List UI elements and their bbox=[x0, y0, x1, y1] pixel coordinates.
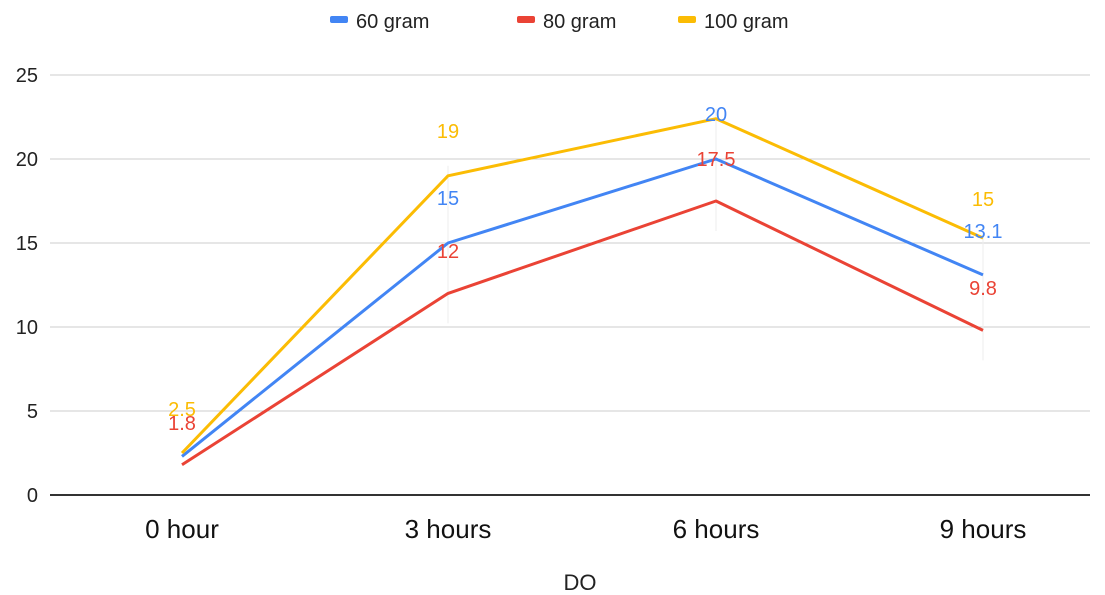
data-label: 12 bbox=[437, 241, 459, 263]
y-tick-label: 20 bbox=[16, 149, 38, 171]
x-tick-label: 9 hours bbox=[940, 514, 1027, 544]
legend-swatch bbox=[517, 16, 535, 23]
series-line bbox=[180, 117, 984, 455]
data-label: 15 bbox=[972, 189, 994, 211]
x-axis-title: DO bbox=[564, 570, 597, 595]
y-tick-label: 0 bbox=[27, 485, 38, 507]
gridlines bbox=[50, 74, 1090, 496]
data-label: 9.8 bbox=[969, 278, 997, 300]
data-label: 13.1 bbox=[964, 221, 1003, 243]
data-labels: 15 20 13.1 1.8 12 17.5 9.8 2.5 19 15 bbox=[168, 104, 1002, 435]
y-tick-label: 10 bbox=[16, 317, 38, 339]
data-label: 2.5 bbox=[168, 399, 196, 421]
legend-label: 100 gram bbox=[704, 11, 789, 33]
series-lines bbox=[180, 117, 984, 467]
x-tick-label: 0 hour bbox=[145, 514, 219, 544]
data-label: 15 bbox=[437, 188, 459, 210]
data-label: 1.8 bbox=[168, 413, 196, 435]
data-label: 20 bbox=[705, 104, 727, 126]
x-tick-label: 6 hours bbox=[673, 514, 760, 544]
y-tick-label: 15 bbox=[16, 233, 38, 255]
x-axis-ticks: 0 hour 3 hours 6 hours 9 hours bbox=[145, 514, 1026, 544]
legend-label: 60 gram bbox=[356, 11, 429, 33]
y-axis-ticks: 0 5 10 15 20 25 bbox=[16, 65, 38, 507]
x-tick-label: 3 hours bbox=[405, 514, 492, 544]
data-label: 17.5 bbox=[697, 149, 736, 171]
legend: 60 gram 80 gram 100 gram bbox=[330, 11, 789, 33]
y-tick-label: 5 bbox=[27, 401, 38, 423]
legend-swatch bbox=[678, 16, 696, 23]
legend-label: 80 gram bbox=[543, 11, 616, 33]
y-tick-label: 25 bbox=[16, 65, 38, 87]
series-line bbox=[181, 199, 984, 467]
data-label: 19 bbox=[437, 121, 459, 143]
legend-swatch bbox=[330, 16, 348, 23]
series-line bbox=[181, 157, 984, 458]
